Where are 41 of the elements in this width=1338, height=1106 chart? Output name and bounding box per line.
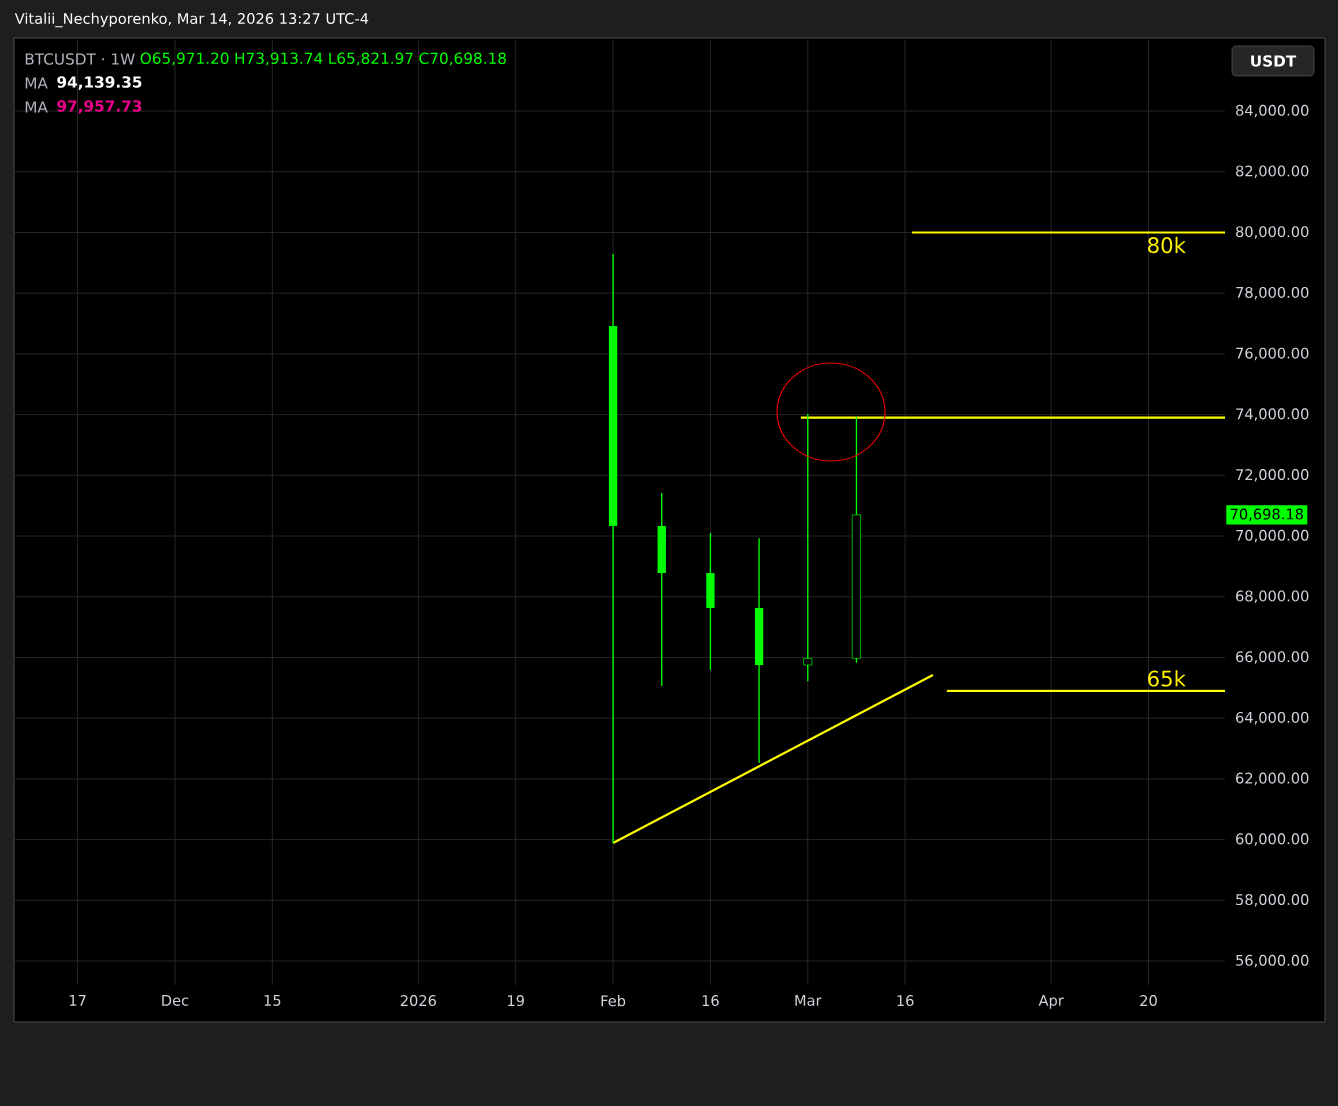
y-tick-label: 78,000.00 bbox=[1236, 286, 1309, 300]
annotation: MA bbox=[25, 101, 48, 113]
x-tick-label: 16 bbox=[702, 995, 719, 1007]
annotation: 80k bbox=[1148, 236, 1186, 254]
y-tick-label: 66,000.00 bbox=[1236, 651, 1309, 664]
y-tick-label: 68,000.00 bbox=[1236, 590, 1309, 603]
y-tick-label: 76,000.00 bbox=[1236, 347, 1309, 361]
annotation: H73,913.74 bbox=[235, 52, 323, 66]
x-tick-label: Mar bbox=[795, 995, 822, 1006]
y-tick-label: 74,000.00 bbox=[1236, 408, 1309, 421]
x-tick-label: Feb bbox=[601, 995, 626, 1007]
y-tick-label: 60,000.00 bbox=[1236, 833, 1309, 846]
y-tick-label: 82,000.00 bbox=[1236, 165, 1309, 179]
y-tick-label: 80,000.00 bbox=[1236, 226, 1309, 239]
y-tick-label: 84,000.00 bbox=[1236, 104, 1309, 118]
annotation: MA bbox=[25, 77, 48, 89]
x-tick-label: 2026 bbox=[400, 995, 436, 1007]
x-tick-label: 15 bbox=[264, 995, 281, 1006]
y-tick-label: 56,000.00 bbox=[1236, 954, 1309, 968]
x-tick-label: 20 bbox=[1140, 995, 1157, 1007]
y-tick-label: 58,000.00 bbox=[1236, 894, 1309, 907]
annotation: 94,139.35 bbox=[57, 76, 142, 90]
x-tick-label: 19 bbox=[508, 995, 524, 1007]
x-tick-label: Dec bbox=[162, 995, 189, 1006]
y-tick-label: 70,000.00 bbox=[1236, 529, 1309, 543]
annotation: L65,821.97 bbox=[329, 52, 413, 66]
annotation: O65,971.20 bbox=[140, 52, 229, 66]
text: USDT bbox=[1251, 55, 1297, 67]
y-tick-label: 64,000.00 bbox=[1236, 711, 1309, 725]
annotation: C70,698.18 bbox=[419, 52, 506, 66]
chart-title: Vitalii_Nechyporenko, Mar 14, 2026 13:27 UTC-4 bbox=[14, 12, 369, 28]
candlestick bbox=[803, 413, 813, 682]
y-tick-label: 62,000.00 bbox=[1236, 772, 1309, 786]
annotation: 65k bbox=[1148, 670, 1186, 687]
annotation: 97,957.73 bbox=[57, 100, 142, 114]
annotation: BTCUSDT · 1W bbox=[25, 53, 135, 65]
y-tick-label: 72,000.00 bbox=[1236, 469, 1309, 482]
x-tick-label: 16 bbox=[897, 995, 914, 1007]
x-tick-label: 17 bbox=[69, 995, 86, 1006]
x-tick-label: Apr bbox=[1038, 995, 1064, 1009]
text: 70,698.18 bbox=[1230, 508, 1303, 522]
